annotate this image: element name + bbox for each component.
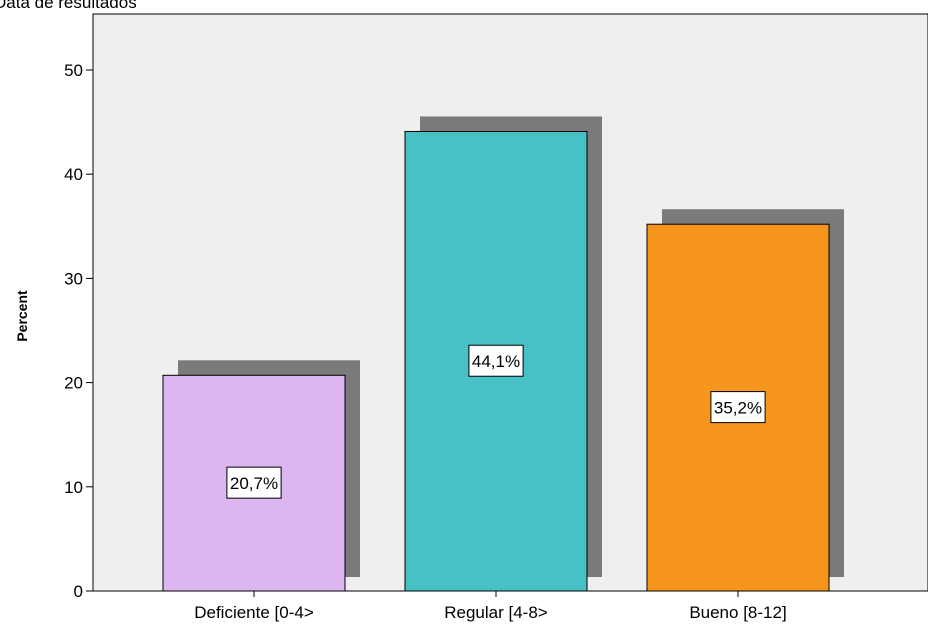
data-labels: 20,7% 44,1% 35,2%: [226, 344, 766, 499]
data-label: 44,1%: [468, 344, 524, 377]
y-tick-label: 0: [74, 582, 83, 601]
y-tick-label: 30: [64, 269, 83, 288]
data-label-box: [710, 391, 766, 424]
data-label: 20,7%: [226, 466, 282, 499]
x-tick-label: Regular [4-8>: [444, 603, 548, 622]
y-tick-label: 10: [64, 478, 83, 497]
data-label-text: 20,7%: [230, 474, 278, 493]
data-label-box: [226, 466, 282, 499]
data-label-box: [468, 344, 524, 377]
y-tick-label: 50: [64, 61, 83, 80]
y-axis: 0 10 20 30 40 50: [64, 61, 93, 601]
y-tick-label: 40: [64, 165, 83, 184]
y-tick-label: 20: [64, 374, 83, 393]
data-label-text: 44,1%: [472, 352, 520, 371]
x-axis: Deficiente [0-4> Regular [4-8> Bueno [8-12…: [93, 590, 928, 622]
x-tick-label: Deficiente [0-4>: [194, 603, 314, 622]
chart-title: Data de resultados: [0, 0, 137, 12]
data-label-text: 35,2%: [714, 399, 762, 418]
y-axis-title: Percent: [14, 290, 30, 342]
x-tick-label: Bueno [8-12]: [689, 603, 786, 622]
data-label: 35,2%: [710, 391, 766, 424]
